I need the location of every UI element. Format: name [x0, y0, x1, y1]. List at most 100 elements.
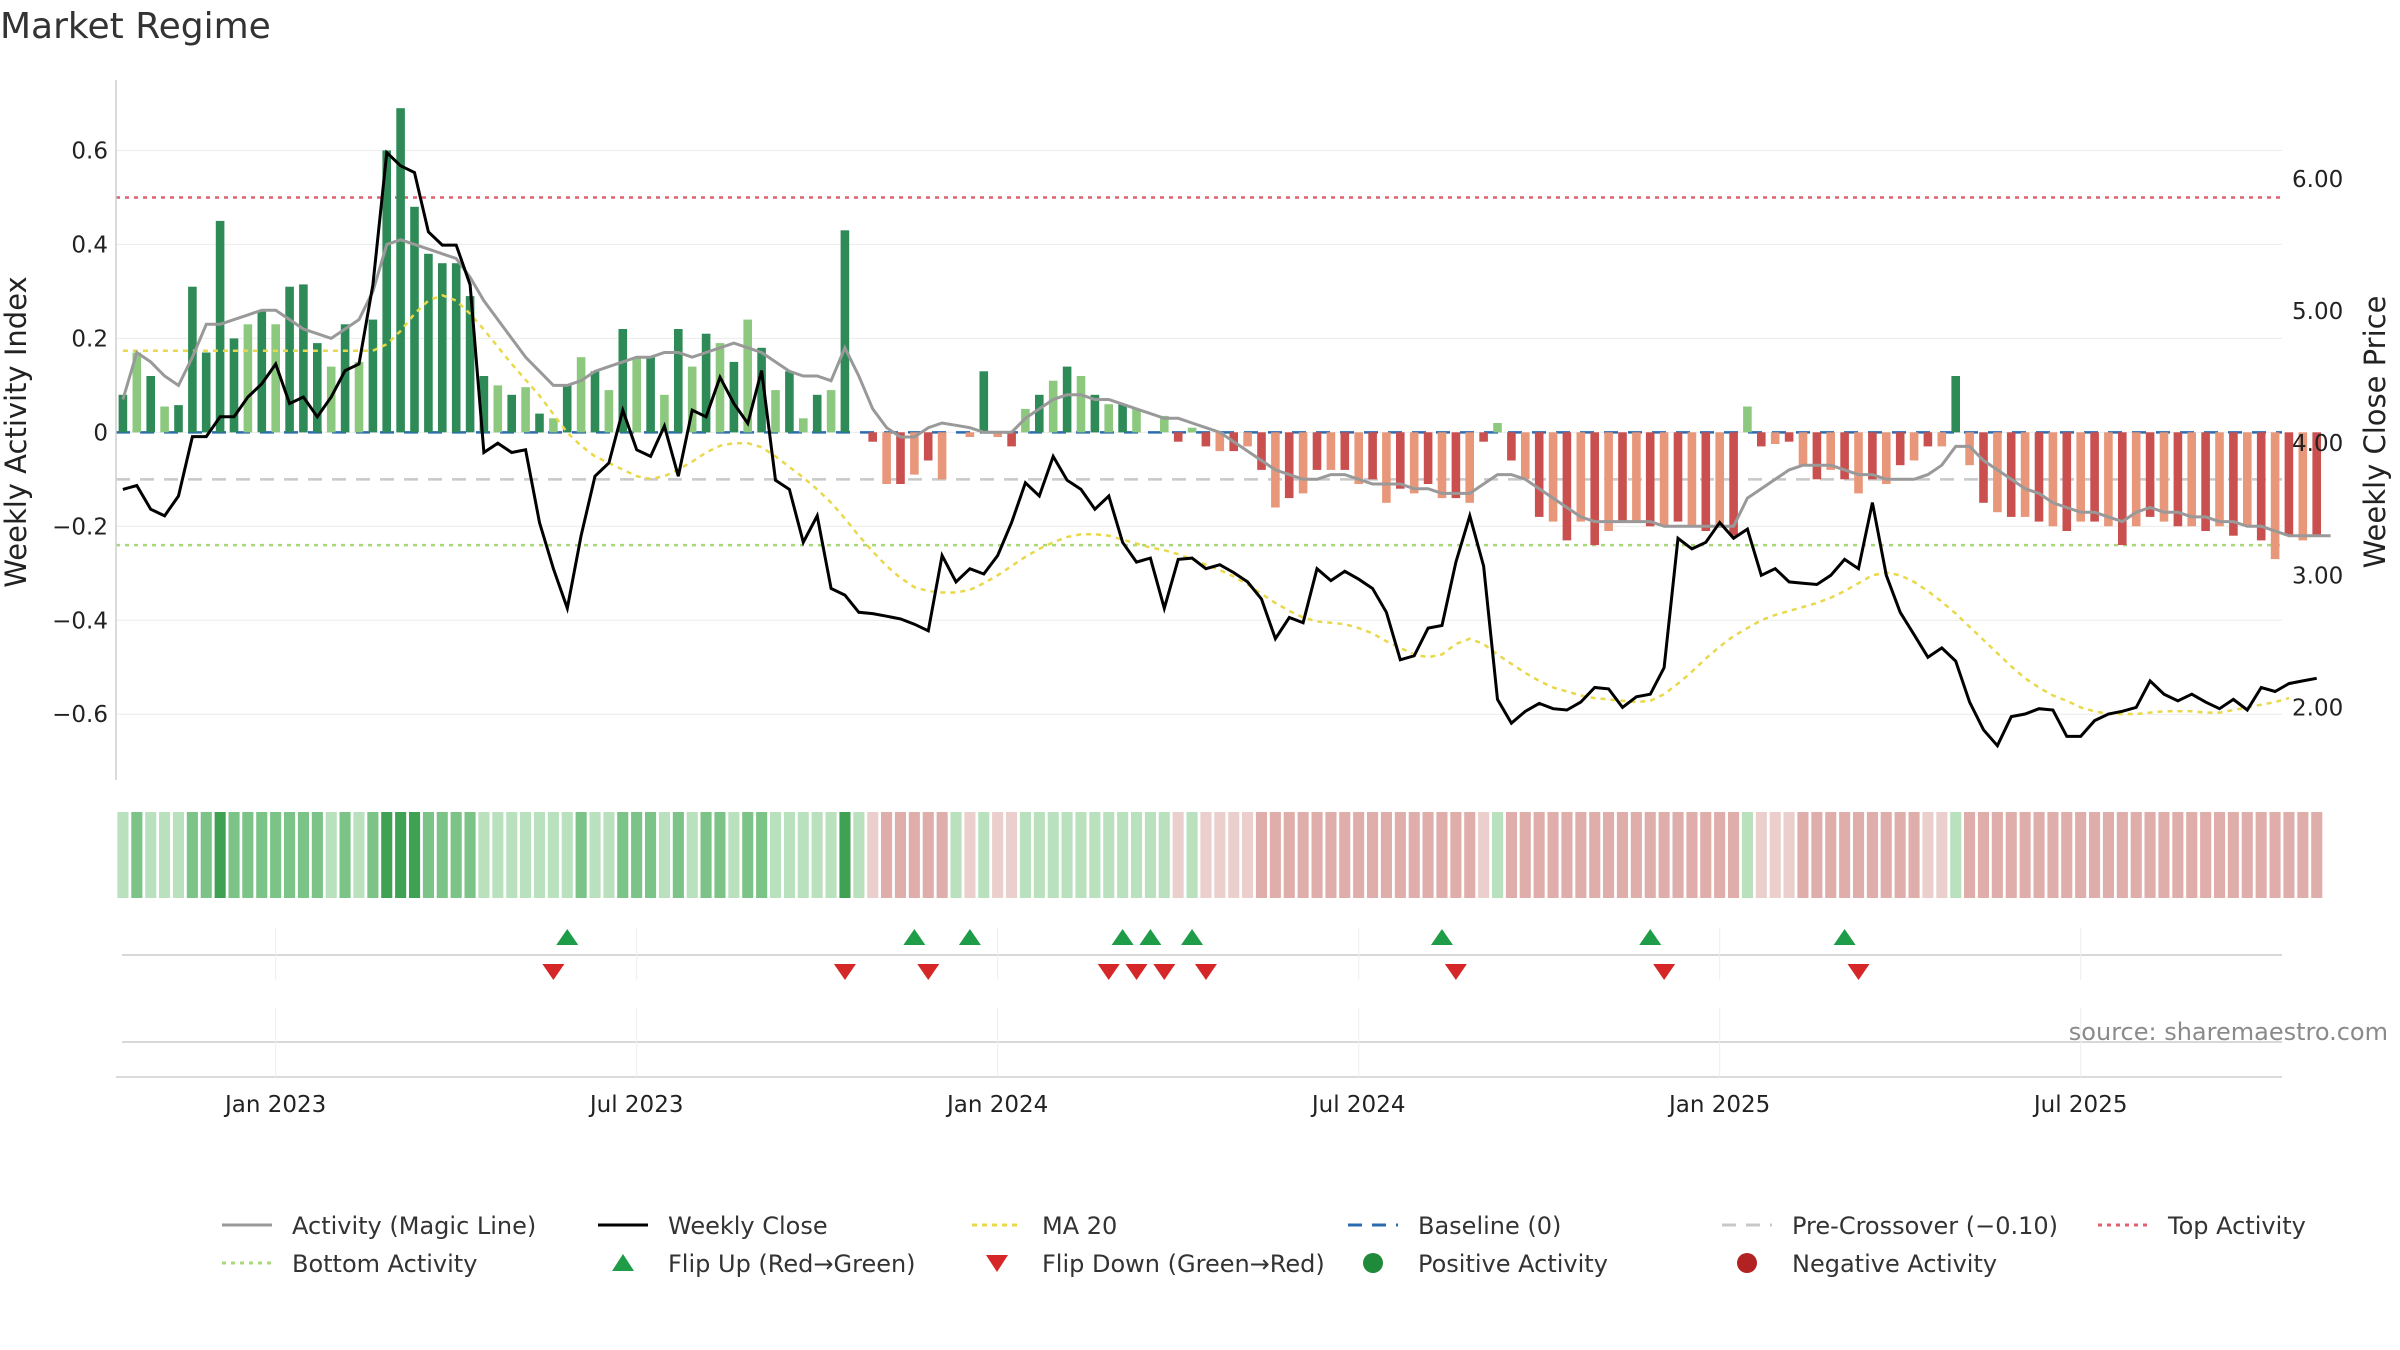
legend-label: Activity (Magic Line) — [292, 1212, 536, 1240]
flip-up-marker — [1139, 929, 1162, 945]
activity-bar — [993, 432, 1002, 437]
activity-bar — [438, 263, 447, 433]
activity-bar — [424, 253, 433, 433]
flip-down-marker — [1097, 964, 1120, 980]
activity-bar — [396, 108, 405, 433]
regime-cell — [547, 812, 559, 898]
activity-bar — [826, 390, 836, 433]
regime-cell — [1894, 812, 1906, 898]
activity-bar — [1493, 423, 1502, 433]
regime-cell — [686, 812, 698, 898]
activity-bar — [215, 220, 225, 433]
activity-bar — [340, 324, 350, 433]
regime-cell — [284, 812, 296, 898]
activity-bar — [132, 352, 142, 433]
activity-bar — [1632, 432, 1641, 522]
activity-bar — [2159, 432, 2169, 522]
flip-markers — [122, 929, 2282, 1043]
activity-bar — [1423, 432, 1433, 484]
activity-bar — [1618, 432, 1627, 522]
activity-bar — [1409, 432, 1419, 494]
regime-cell — [1728, 812, 1740, 898]
activity-bar — [1090, 394, 1100, 433]
regime-cell — [1839, 812, 1851, 898]
regime-cell — [339, 812, 351, 898]
activity-bar — [174, 405, 183, 433]
activity-bar — [757, 347, 766, 433]
regime-cell — [1131, 812, 1143, 898]
activity-bar — [465, 296, 475, 433]
regime-cell — [1006, 812, 1018, 898]
regime-cell — [1644, 812, 1656, 898]
activity-bar — [1715, 432, 1724, 527]
activity-bar — [1396, 432, 1405, 489]
flip-down-marker — [1125, 964, 1148, 980]
activity-bar — [1284, 432, 1294, 499]
flip-down-marker — [1153, 964, 1176, 980]
activity-bar — [368, 319, 378, 433]
activity-bar — [1979, 432, 1988, 503]
activity-bar — [1548, 432, 1558, 522]
legend-label: Baseline (0) — [1418, 1212, 1561, 1240]
activity-bar — [1201, 432, 1211, 447]
regime-cell — [603, 812, 615, 898]
activity-bar — [382, 150, 391, 433]
activity-bar — [1673, 432, 1683, 522]
activity-bar — [882, 432, 891, 484]
regime-cell — [1561, 812, 1573, 898]
regime-cell — [894, 812, 906, 898]
regime-cell — [1866, 812, 1878, 898]
source-note: source: sharemaestro.com — [2069, 1018, 2388, 1046]
activity-bar — [451, 263, 461, 433]
activity-bar — [660, 394, 669, 433]
x-axis: Jan 2023 Jul 2023 Jan 2024 Jul 2024 Jan 2025… — [116, 928, 2282, 1118]
activity-bar — [1104, 404, 1113, 433]
regime-cell — [2047, 812, 2059, 898]
regime-cell — [1853, 812, 1865, 898]
activity-bar — [1895, 432, 1905, 466]
regime-cell — [742, 812, 754, 898]
legend-dot-icon — [1363, 1253, 1383, 1273]
activity-bar — [1659, 432, 1669, 527]
activity-bar — [1076, 376, 1086, 433]
activity-bar — [299, 284, 308, 433]
regime-cell — [1603, 812, 1615, 898]
legend-label: Negative Activity — [1792, 1250, 1997, 1278]
regime-cell — [1811, 812, 1823, 898]
legend-label: Flip Down (Green→Red) — [1042, 1250, 1325, 1278]
regime-cell — [770, 812, 782, 898]
regime-cell — [2061, 812, 2073, 898]
regime-cell — [2144, 812, 2156, 898]
regime-cell — [1117, 812, 1129, 898]
regime-cell — [464, 812, 476, 898]
regime-cell — [492, 812, 504, 898]
regime-cell — [645, 812, 657, 898]
regime-cell — [1144, 812, 1156, 898]
regime-cell — [1436, 812, 1448, 898]
activity-bars — [118, 108, 2321, 560]
activity-bar — [549, 418, 558, 433]
activity-bar — [257, 310, 267, 433]
regime-cell — [2005, 812, 2017, 898]
activity-bar — [1590, 432, 1599, 546]
right-tick-label: 4.00 — [2292, 431, 2343, 457]
weekly-close-line — [122, 149, 2317, 749]
left-tick-label: −0.2 — [52, 514, 108, 540]
regime-cell — [2033, 812, 2045, 898]
regime-cell — [367, 812, 379, 898]
legend-label: Flip Up (Red→Green) — [668, 1250, 916, 1278]
regime-cell — [1394, 812, 1406, 898]
activity-bar — [1382, 432, 1391, 503]
series-lines — [121, 149, 2331, 749]
regime-cell — [1589, 812, 1601, 898]
regime-cell — [950, 812, 962, 898]
activity-bar — [2201, 432, 2210, 531]
regime-cell — [214, 812, 226, 898]
activity-bar — [729, 361, 739, 433]
regime-cell — [506, 812, 518, 898]
regime-cell — [1283, 812, 1295, 898]
activity-bar — [1062, 366, 1072, 433]
activity-bar — [1368, 432, 1377, 480]
activity-bar — [1160, 415, 1169, 433]
x-tick-label: Jan 2025 — [1667, 1092, 1770, 1118]
